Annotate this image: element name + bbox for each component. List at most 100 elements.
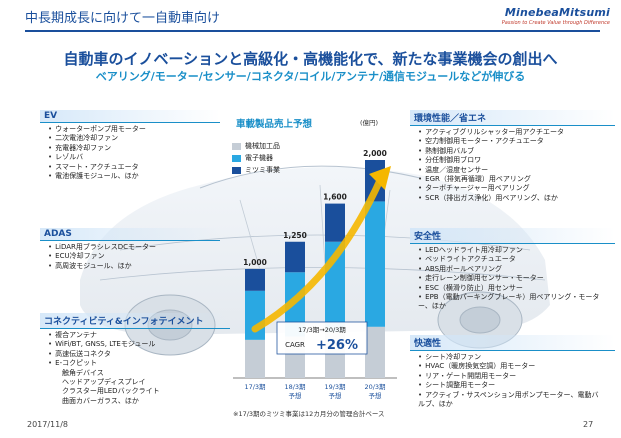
chart-footnote: ※17/3期のミツミ事業は12カ月分の管理合計ベース [233, 410, 385, 418]
cagr-box [276, 321, 368, 355]
list-item: 複合アンテナ [48, 331, 230, 340]
list-item: ウォーターポンプ用モーター [48, 125, 220, 134]
list-item: ESC（横滑り防止）用センサー [418, 284, 615, 293]
bar-segment [365, 326, 385, 378]
category-ev: EV ウォーターポンプ用モーター 二次電池冷却ファン 充電器冷却ファン レゾルバ… [40, 110, 220, 181]
chart-legend: 機械加工品 電子機器 ミツミ事業 [232, 140, 280, 176]
category-connectivity-list: 複合アンテナ WiFi/BT, GNSS, LTEモジュール 高速伝送コネクタ … [40, 331, 230, 406]
category-ev-title: EV [40, 110, 220, 123]
category-ev-list: ウォーターポンプ用モーター 二次電池冷却ファン 充電器冷却ファン レゾルバ スマ… [40, 125, 220, 181]
category-safety-list: LEDヘッドライト用冷却ファン ベッドライトアクチュエータ ABS用ボールベアリ… [410, 246, 615, 312]
list-item: 電池保護モジュール、ほか [48, 172, 220, 181]
category-environment-title: 環境性能／省エネ [410, 110, 615, 126]
headline: 自動車のイノベーションと高級化・高機能化で、新たな事業機会の創出へ [63, 50, 558, 68]
list-item: スマート・アクチュエータ [48, 163, 220, 172]
list-subitem: 曲面カバーガラス、ほか [62, 396, 139, 405]
bar-segment [365, 201, 385, 327]
list-item: ABS用ボールベアリング [418, 265, 615, 274]
page-title: 中長期成長に向けて一自動車向け [25, 11, 221, 26]
list-item: 空力制御用モーター・アクチュエータ [418, 137, 615, 146]
bar-segment [285, 241, 305, 273]
category-label: 17/3期 [244, 383, 266, 391]
category-adas-list: LiDAR用ブラシレスDCモーター ECU冷却ファン 高周波モジュール、ほか [40, 243, 220, 271]
legend-swatch [232, 142, 241, 150]
list-item: E-コクピット [48, 359, 230, 368]
header-divider [25, 30, 600, 32]
category-comfort-list: シート冷却ファン HVAC（暖房換気空調）用モーター リア・ゲート開閉用モーター… [410, 353, 615, 409]
category-label: 20/3期 [364, 383, 386, 391]
logo-tagline: Passion to Create Value through Differen… [501, 20, 610, 26]
footer-date: 2017/11/8 [27, 420, 69, 429]
legend-swatch [232, 166, 241, 174]
bar-total-label: 1,250 [283, 231, 307, 240]
list-item: レゾルバ [48, 153, 220, 162]
category-label: 18/3期 [284, 383, 306, 391]
bar-total-label: 1,600 [323, 193, 347, 202]
logo-text: MinebeaMitsumi [504, 6, 610, 19]
sales-forecast-chart: 1,00017/3期1,25018/3期予想1,60019/3期予想2,0002… [233, 149, 397, 400]
legend-item: 機械加工品 [232, 140, 280, 152]
bar-segment [245, 339, 265, 378]
list-item: SCR（排出ガス浄化）用ベアリング、ほか [418, 194, 615, 203]
category-environment: 環境性能／省エネ アクティブグリルシャッター用アクチエータ 空力制御用モーター・… [410, 110, 615, 203]
bar-segment [325, 203, 345, 242]
list-item: HVAC（暖房換気空調）用モーター [418, 362, 615, 371]
list-item: WiFi/BT, GNSS, LTEモジュール [48, 340, 230, 349]
company-logo: MinebeaMitsumi Passion to Create Value t… [482, 6, 610, 26]
list-item: 温度／湿度センサー [418, 166, 615, 175]
list-item: アクティブグリルシャッター用アクチエータ [418, 128, 615, 137]
list-item: EPB（電動パーキングブレーキ）用ベアリング・モーター、ほか [418, 293, 603, 312]
bar-total-label: 1,000 [243, 258, 267, 267]
list-item: 熱制御用バルブ [418, 147, 615, 156]
list-item: ECU冷却ファン [48, 252, 220, 261]
category-adas: ADAS LiDAR用ブラシレスDCモーター ECU冷却ファン 高周波モジュール… [40, 228, 220, 271]
cagr-value: +26% [316, 338, 358, 353]
list-item: 高周波モジュール、ほか [48, 262, 220, 271]
page-number: 27 [583, 420, 594, 429]
list-item: 充電器冷却ファン [48, 144, 220, 153]
list-item: ベッドライトアクチュエータ [418, 255, 615, 264]
list-item: シート調整用モーター [418, 381, 615, 390]
growth-arrow [251, 174, 385, 333]
cagr-label: CAGR [285, 341, 305, 349]
legend-item: 電子機器 [232, 152, 280, 164]
legend-label: 機械加工品 [245, 142, 280, 150]
list-item: ターボチャージャー用ベアリング [418, 184, 615, 193]
list-item: 高速伝送コネクタ [48, 350, 230, 359]
list-item: 二次電池冷却ファン [48, 134, 220, 143]
chart-unit: (億円) [360, 119, 379, 127]
chart-title: 車載製品売上予想 [236, 119, 313, 130]
list-item: アクティブ・サスペンション用ポンプモーター、電動バルブ、ほか [418, 391, 603, 410]
legend-label: ミツミ事業 [245, 166, 280, 174]
list-item: 走行レーン制御用センサー・モーター [418, 274, 615, 283]
list-subitem: ヘッドアップディスプレイ [62, 378, 146, 387]
category-safety: 安全性 LEDヘッドライト用冷却ファン ベッドライトアクチュエータ ABS用ボー… [410, 228, 615, 312]
category-safety-title: 安全性 [410, 228, 615, 244]
list-item: LiDAR用ブラシレスDCモーター [48, 243, 220, 252]
bar-segment [245, 269, 265, 291]
cagr-period: 17/3期→20/3期 [298, 326, 346, 334]
category-connectivity: コネクティビティ&インフォテイメント 複合アンテナ WiFi/BT, GNSS,… [40, 313, 230, 406]
category-environment-list: アクティブグリルシャッター用アクチエータ 空力制御用モーター・アクチュエータ 熱… [410, 128, 615, 203]
category-connectivity-title: コネクティビティ&インフォテイメント [40, 313, 230, 329]
list-item: LEDヘッドライト用冷却ファン [418, 246, 615, 255]
bar-total-label: 2,000 [363, 149, 387, 158]
list-item: シート冷却ファン [418, 353, 615, 362]
list-item: EGR（排気再循環）用ベアリング [418, 175, 615, 184]
category-label: 予想 [329, 391, 343, 400]
legend-swatch [232, 154, 241, 162]
category-label: 予想 [369, 391, 383, 400]
legend-label: 電子機器 [245, 154, 273, 162]
list-item: 分任制御用ブロワ [418, 156, 615, 165]
category-label: 19/3期 [324, 383, 346, 391]
category-label: 予想 [289, 391, 303, 400]
list-item: リア・ゲート開閉用モーター [418, 372, 615, 381]
list-subitem: 触角デバイス [62, 368, 104, 377]
category-comfort-title: 快適性 [410, 335, 615, 351]
category-adas-title: ADAS [40, 228, 220, 241]
subheadline: ベアリング/モーター/センサー/コネクタ/コイル/アンテナ/通信モジュールなどが… [95, 70, 526, 83]
growth-arrow-head [369, 166, 391, 190]
list-subitem: クラスター用LEDバックライト [62, 387, 160, 396]
legend-item: ミツミ事業 [232, 164, 280, 176]
category-comfort: 快適性 シート冷却ファン HVAC（暖房換気空調）用モーター リア・ゲート開閉用… [410, 335, 615, 409]
